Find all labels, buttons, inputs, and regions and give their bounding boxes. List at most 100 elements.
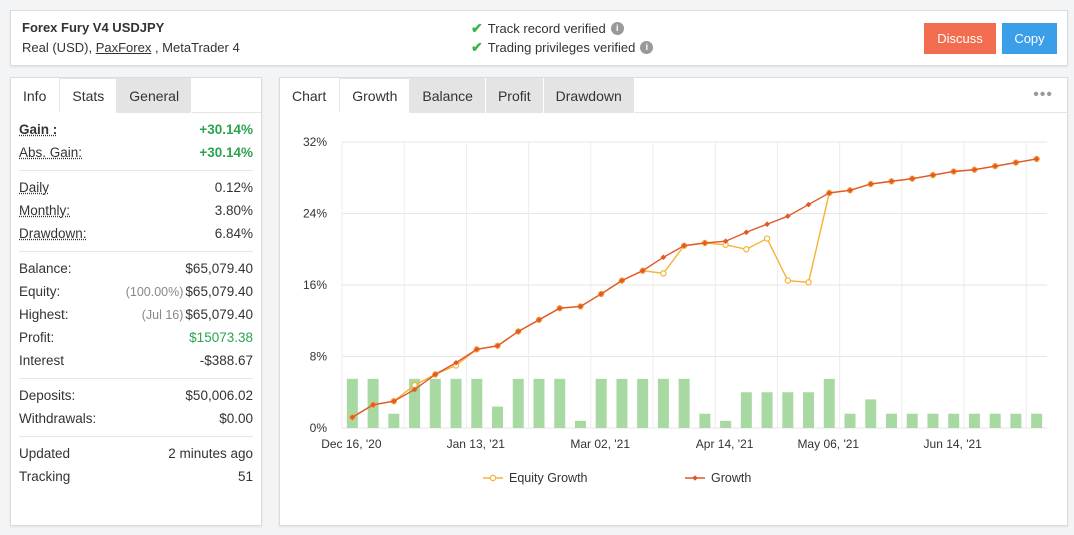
growth-chart: 0% 8% 16% 24% 32% Dec 16, '20 Jan 13, '21 Mar 0… [303,135,1047,485]
info-icon[interactable]: i [610,22,624,35]
divider [19,436,253,437]
profit-bar [637,378,649,428]
profit-bar [471,378,483,428]
growth-point [702,240,708,246]
growth-point [992,163,998,169]
equity-percent: (100.00%) [125,285,184,299]
tab-info[interactable]: Info [11,78,60,113]
equity-growth-point [784,277,792,284]
profit-bar [906,413,918,428]
profit-bar [678,378,690,428]
divider [19,251,253,252]
drawdown-label[interactable]: Drawdown: [19,226,87,241]
profit-bar [823,378,835,428]
growth-point [764,221,770,228]
profit-bar [948,413,960,428]
info-icon[interactable]: i [640,41,654,54]
growth-point [826,190,833,196]
account-info: Real (USD), PaxForex , MetaTrader 4 [22,40,240,55]
monthly-label[interactable]: Monthly: [19,203,71,218]
interest-value: -$388.67 [199,353,253,368]
equity-growth-point [660,270,667,277]
profit-bar [968,413,980,428]
profit-bar [1031,413,1043,428]
tab-profit[interactable]: Profit [485,78,544,113]
divider [19,170,253,171]
growth-point [847,187,853,194]
tab-drawdown[interactable]: Drawdown [543,78,635,113]
tab-growth[interactable]: Growth [339,78,411,113]
profit-bar [989,413,1001,428]
x-tick-label: Mar 02, '21 [570,437,630,451]
profit-bar [803,392,815,428]
profit-bar [429,378,441,428]
discuss-button[interactable]: Discuss [924,23,996,54]
trading-privileges-verified: ✔ Trading privileges verified i [471,39,654,56]
profit-value: $15073.38 [189,330,253,345]
profit-bar [1010,413,1022,428]
profit-bar [720,420,732,428]
stats-tabs: Info Stats General [11,78,261,113]
gain-label[interactable]: Gain : [19,122,58,137]
profit-bar [346,378,358,428]
growth-point [577,303,584,310]
growth-point [556,305,563,312]
equity-label: Equity: [19,284,61,299]
stat-updated: Updated 2 minutes ago [19,442,253,465]
y-tick-label: 32% [303,135,327,149]
growth-point [453,359,459,366]
daily-label[interactable]: Daily [19,180,50,195]
stat-interest: Interest -$388.67 [19,349,253,372]
profit-bar [740,392,752,428]
highest-value-wrap: (Jul 16) $65,079.40 [142,307,253,322]
growth-point [743,229,750,236]
growth-point [411,386,418,393]
growth-point [660,254,667,261]
interest-label: Interest [19,353,65,368]
monthly-value: 3.80% [214,203,253,218]
profit-bar [761,392,773,428]
copy-button[interactable]: Copy [1002,23,1057,54]
profit-bar [450,378,462,428]
growth-point [432,371,439,378]
equity-value-wrap: (100.00%) $65,079.40 [126,284,253,299]
tab-stats[interactable]: Stats [59,78,118,113]
profit-bar [492,406,504,428]
growth-point [867,181,874,187]
profit-bar [574,420,586,428]
check-icon: ✔ [471,39,483,55]
profit-bar [844,413,856,428]
profit-bar [388,413,400,428]
profit-bar [885,413,897,428]
stat-tracking: Tracking 51 [19,465,253,488]
stats-panel: Info Stats General Gain : +30.14% Abs. G… [10,77,262,526]
balance-value: $65,079.40 [185,261,253,276]
growth-point [536,317,542,323]
deposits-value: $50,006.02 [185,388,253,403]
stats-list: Gain : +30.14% Abs. Gain: +30.14% Daily … [19,118,253,488]
tab-general[interactable]: General [117,78,193,113]
highest-value: $65,079.40 [185,307,253,322]
equity-value: $65,079.40 [185,284,253,299]
stat-abs-gain: Abs. Gain: +30.14% [19,141,253,164]
x-tick-label: May 06, '21 [797,437,859,451]
growth-point [722,238,729,245]
profit-bar [927,413,939,428]
tab-balance[interactable]: Balance [410,78,486,113]
equity-growth-point [763,235,771,242]
highest-date: (Jul 16) [141,308,184,322]
growth-point [888,178,895,185]
growth-point [785,213,791,219]
growth-point [370,401,376,408]
updated-label: Updated [19,446,71,461]
growth-point [639,267,646,274]
profit-bar [533,378,545,428]
withdrawals-label: Withdrawals: [19,411,97,426]
stat-equity: Equity: (100.00%) $65,079.40 [19,280,253,303]
tab-chart[interactable]: Chart [280,78,340,113]
growth-point [598,291,604,297]
more-dots-icon[interactable]: ••• [1033,86,1053,103]
broker-link[interactable]: PaxForex [95,40,152,55]
x-tick-label: Jun 14, '21 [924,437,983,451]
abs-gain-label[interactable]: Abs. Gain: [19,145,83,160]
